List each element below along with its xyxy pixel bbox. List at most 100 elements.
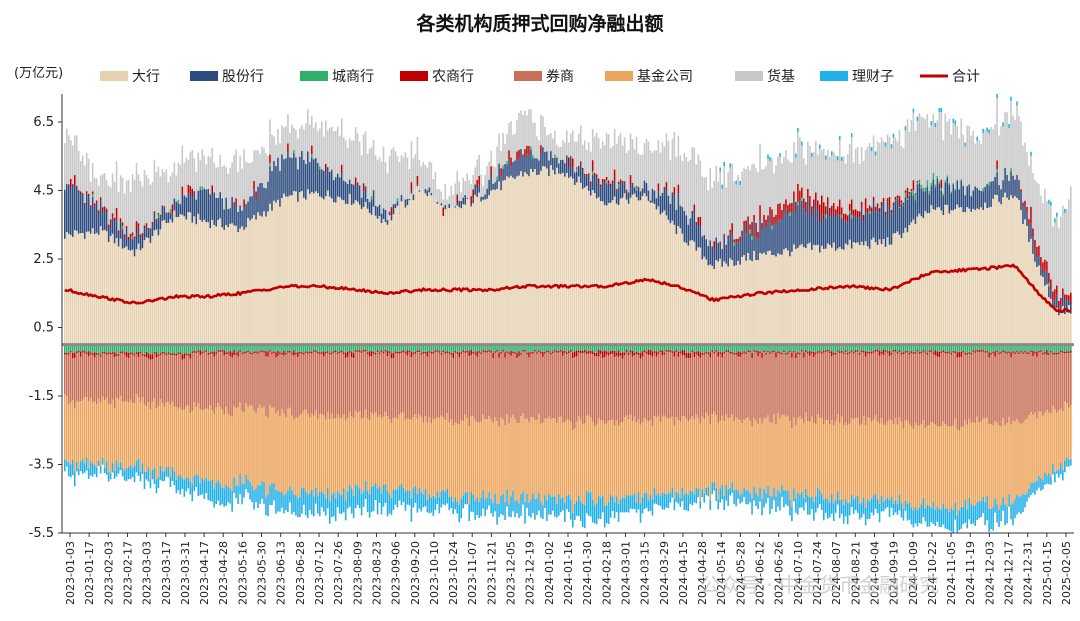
bar-neg-0	[830, 344, 833, 352]
bar-pos-0	[422, 191, 425, 345]
bar-neg-4	[77, 468, 80, 476]
bar-neg-2	[297, 357, 299, 419]
bar-neg-4	[922, 497, 925, 518]
bar-neg-3	[520, 416, 522, 495]
bar-pos-4	[838, 140, 841, 200]
bar-neg-0	[380, 344, 383, 351]
bar-neg-3	[795, 425, 797, 499]
bar-pos-3	[1048, 272, 1050, 284]
bar-neg-4	[1062, 469, 1064, 481]
bar-neg-4	[514, 500, 516, 518]
bar-pos-0	[715, 260, 718, 345]
bar-pos-1	[773, 224, 775, 256]
bar-neg-1	[669, 350, 672, 352]
bar-pos-5	[934, 122, 937, 128]
bar-neg-2	[793, 352, 795, 418]
bar-pos-3	[500, 168, 502, 177]
bar-pos-3	[597, 178, 600, 182]
bar-neg-3	[892, 424, 895, 504]
bar-neg-2	[506, 352, 508, 415]
bar-neg-1	[101, 351, 104, 354]
bar-pos-4	[603, 145, 606, 180]
bar-neg-4	[813, 502, 815, 521]
bar-pos-1	[85, 193, 88, 232]
bar-neg-0	[1024, 344, 1026, 351]
bar-neg-3	[139, 402, 142, 472]
bar-neg-1	[418, 350, 421, 353]
bar-pos-2	[311, 154, 313, 158]
bar-pos-1	[910, 192, 913, 223]
bar-neg-0	[490, 344, 492, 351]
bar-pos-1	[569, 156, 572, 177]
bar-neg-1	[227, 352, 229, 355]
bar-neg-1	[566, 352, 568, 355]
bar-neg-2	[587, 353, 590, 416]
bar-pos-4	[743, 168, 745, 222]
bar-neg-4	[906, 503, 909, 521]
bar-pos-4	[480, 174, 482, 197]
bar-neg-2	[364, 351, 367, 410]
bar-pos-4	[157, 166, 160, 214]
bar-neg-4	[117, 466, 120, 474]
bar-pos-1	[161, 206, 164, 221]
bar-neg-0	[65, 344, 68, 353]
bar-neg-0	[878, 344, 881, 351]
bar-pos-3	[516, 151, 518, 161]
bar-neg-1	[755, 350, 757, 353]
bar-neg-1	[757, 350, 759, 356]
bar-pos-1	[729, 232, 731, 259]
bar-neg-1	[205, 350, 208, 352]
bar-pos-1	[677, 193, 680, 227]
bar-neg-0	[187, 344, 190, 355]
bar-neg-4	[171, 467, 174, 481]
bar-pos-4	[103, 173, 106, 207]
bar-pos-0	[113, 243, 116, 345]
bar-pos-4	[942, 140, 945, 194]
bar-pos-4	[73, 135, 76, 176]
bar-neg-1	[163, 352, 166, 354]
bar-neg-0	[703, 344, 706, 354]
bar-neg-2	[376, 352, 379, 418]
bar-neg-2	[924, 352, 927, 429]
bar-pos-1	[585, 176, 588, 186]
bar-pos-1	[444, 204, 447, 210]
bar-pos-1	[406, 198, 409, 206]
bar-pos-0	[717, 261, 719, 345]
bar-pos-0	[418, 191, 421, 345]
bar-pos-1	[229, 208, 231, 224]
bar-neg-1	[193, 350, 196, 353]
bar-pos-1	[621, 182, 624, 198]
bar-neg-2	[428, 352, 431, 418]
bar-neg-3	[711, 414, 714, 483]
bar-neg-0	[318, 344, 321, 353]
bar-pos-1	[163, 207, 166, 220]
bar-pos-0	[912, 219, 915, 345]
x-tick-label: 2024-01-16	[562, 541, 575, 605]
bar-neg-1	[436, 350, 439, 352]
bar-pos-4	[293, 127, 295, 150]
bar-pos-3	[253, 180, 255, 190]
bar-pos-4	[65, 128, 68, 184]
bar-neg-2	[982, 351, 984, 419]
bar-neg-2	[747, 351, 749, 418]
bar-neg-1	[599, 350, 602, 354]
x-tick-label: 2025-01-15	[1041, 541, 1054, 605]
bar-neg-1	[69, 350, 72, 353]
bar-neg-0	[978, 344, 980, 351]
bar-neg-4	[1014, 499, 1016, 519]
bar-pos-4	[424, 164, 427, 189]
bar-pos-1	[101, 210, 104, 231]
bar-pos-4	[1000, 126, 1002, 190]
bar-neg-1	[649, 349, 652, 356]
bar-neg-0	[701, 344, 704, 354]
bar-neg-0	[291, 344, 293, 353]
bar-neg-2	[147, 358, 150, 403]
bar-pos-1	[87, 196, 90, 232]
bar-neg-2	[753, 351, 755, 419]
bar-neg-0	[811, 344, 813, 352]
bar-pos-0	[631, 194, 634, 345]
bar-pos-1	[378, 204, 381, 217]
bar-pos-4	[721, 188, 723, 250]
bar-pos-4	[677, 135, 680, 185]
bar-pos-2	[797, 202, 799, 206]
